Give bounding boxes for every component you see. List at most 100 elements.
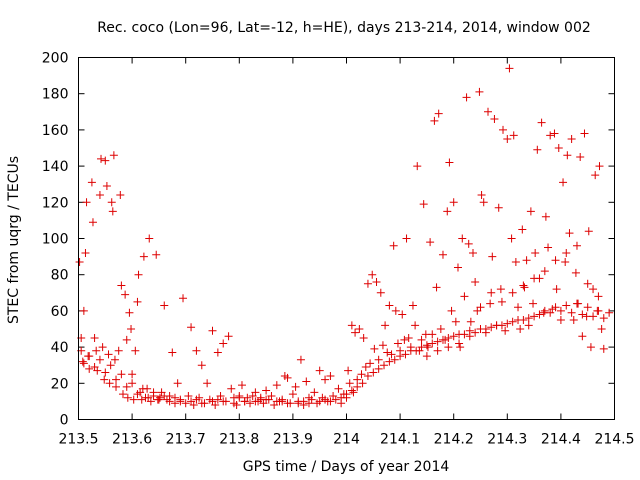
data-point xyxy=(430,116,439,125)
data-point xyxy=(488,252,497,261)
data-point xyxy=(92,346,101,355)
data-point xyxy=(551,256,560,265)
data-point xyxy=(428,330,437,339)
data-point xyxy=(433,337,442,346)
y-tick-label: 200 xyxy=(42,51,69,67)
data-point xyxy=(251,397,260,406)
data-point xyxy=(353,375,362,384)
data-point xyxy=(438,335,447,344)
data-point xyxy=(128,370,137,379)
data-point xyxy=(246,399,255,408)
data-point xyxy=(109,151,118,160)
data-point xyxy=(580,129,589,138)
data-point xyxy=(187,397,196,406)
data-point xyxy=(179,294,188,303)
data-point xyxy=(417,343,426,352)
data-point xyxy=(374,364,383,373)
data-point xyxy=(349,388,358,397)
data-point xyxy=(529,299,538,308)
data-point xyxy=(131,346,140,355)
data-point xyxy=(357,370,366,379)
data-point xyxy=(444,343,453,352)
data-point xyxy=(133,297,142,306)
data-point xyxy=(540,306,549,315)
data-point xyxy=(546,308,555,317)
data-point xyxy=(383,348,392,357)
data-point xyxy=(219,339,228,348)
data-point xyxy=(272,381,281,390)
data-point xyxy=(605,308,614,317)
data-point xyxy=(552,285,561,294)
data-point xyxy=(152,250,161,259)
chart-title: Rec. coco (Lon=96, Lat=-12, h=HE), days … xyxy=(97,20,591,36)
data-point xyxy=(546,131,555,140)
data-point xyxy=(594,292,603,301)
data-point xyxy=(556,306,565,315)
data-point xyxy=(578,332,587,341)
data-point xyxy=(503,134,512,143)
data-point xyxy=(138,384,147,393)
data-point xyxy=(563,151,572,160)
data-point xyxy=(381,321,390,330)
data-point xyxy=(453,263,462,272)
data-point xyxy=(586,343,595,352)
data-point xyxy=(530,274,539,283)
data-point xyxy=(85,352,94,361)
data-point xyxy=(213,348,222,357)
data-point xyxy=(578,310,587,319)
data-point xyxy=(251,388,260,397)
data-point xyxy=(422,352,431,361)
data-point xyxy=(524,321,533,330)
data-point xyxy=(449,198,458,207)
data-point xyxy=(597,325,606,333)
data-point xyxy=(262,395,271,404)
data-point xyxy=(283,373,292,382)
data-point xyxy=(511,258,520,267)
data-point xyxy=(411,321,420,330)
data-point xyxy=(508,288,517,297)
data-point xyxy=(494,203,503,212)
data-point xyxy=(353,382,362,391)
data-point xyxy=(428,339,437,348)
data-point xyxy=(192,346,201,355)
data-point xyxy=(321,395,330,404)
data-point xyxy=(267,391,276,400)
data-point xyxy=(530,312,539,321)
data-point xyxy=(288,390,297,399)
data-point xyxy=(95,355,104,364)
data-point xyxy=(104,350,113,359)
data-point xyxy=(487,323,496,332)
data-point xyxy=(432,283,441,292)
data-point xyxy=(95,191,104,200)
data-point xyxy=(404,334,413,343)
x-tick-label: 214.2 xyxy=(434,432,474,448)
data-point xyxy=(408,301,417,310)
x-tick-label: 214.5 xyxy=(594,432,634,448)
data-point xyxy=(302,377,311,386)
data-point xyxy=(473,306,482,315)
data-point xyxy=(551,303,560,312)
data-point xyxy=(160,301,169,310)
data-point xyxy=(85,364,94,373)
data-point xyxy=(127,325,136,333)
data-point xyxy=(477,191,486,200)
data-point xyxy=(376,288,385,297)
data-point xyxy=(591,171,600,180)
data-point xyxy=(116,191,125,200)
data-point xyxy=(326,372,335,381)
data-point xyxy=(449,332,458,341)
data-point xyxy=(583,279,592,288)
data-points xyxy=(75,64,614,410)
data-point xyxy=(486,299,495,308)
data-point xyxy=(173,379,182,388)
data-point xyxy=(417,335,426,344)
x-tick-label: 214.1 xyxy=(380,432,420,448)
data-point xyxy=(114,346,123,355)
data-point xyxy=(75,258,84,267)
data-point xyxy=(471,328,480,337)
data-point xyxy=(468,248,477,257)
data-point xyxy=(389,241,398,250)
y-tick-label: 140 xyxy=(42,159,69,175)
data-point xyxy=(105,379,114,388)
